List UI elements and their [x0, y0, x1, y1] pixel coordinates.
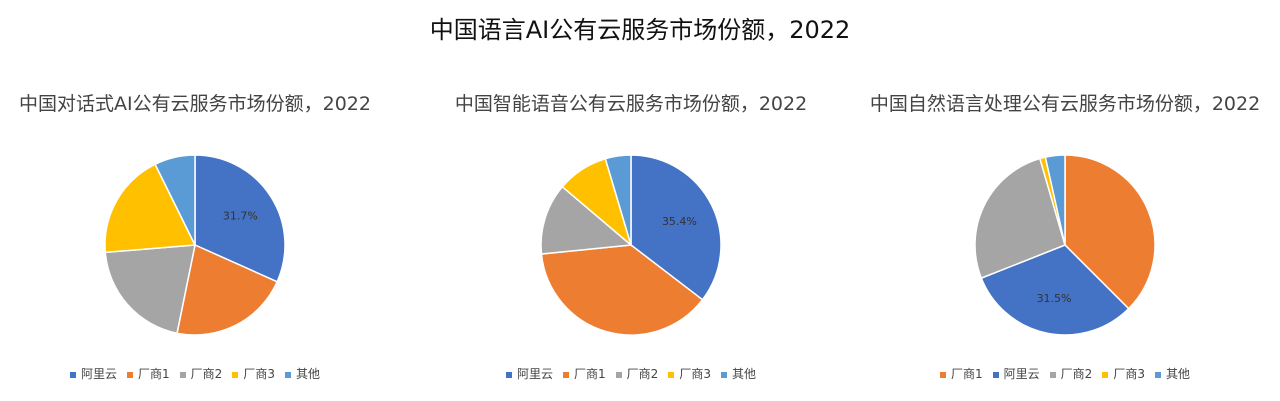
pie-slice-2: [104, 244, 196, 335]
legend-label: 厂商1: [138, 367, 170, 381]
legend-swatch: [940, 371, 947, 378]
legend-swatch: [563, 371, 570, 378]
legend-swatch: [179, 371, 186, 378]
legend-item: 阿里云: [70, 365, 117, 382]
pie-slice-1: [176, 243, 279, 336]
pie-slice-0: [630, 154, 722, 301]
legend-item: 其他: [284, 365, 320, 382]
chart-panel-speech: 中国智能语音公有云服务市场份额，2022 35.4% 阿里云 厂商1 厂商2 厂商3 其…: [421, 85, 841, 395]
pie-chart: 35.4%: [540, 154, 722, 336]
legend-label: 厂商1: [574, 367, 606, 381]
legend-label: 厂商3: [679, 367, 711, 381]
pie-chart: 31.7%: [104, 154, 286, 336]
chart-legend: 阿里云 厂商1 厂商2 厂商3 其他: [0, 365, 405, 382]
legend-label: 厂商3: [243, 367, 275, 381]
slice-data-label: 31.5%: [1037, 292, 1072, 305]
legend-label: 其他: [731, 367, 756, 381]
pie-slice-1: [980, 244, 1130, 336]
pie-slice-3: [104, 163, 197, 254]
legend-item: 厂商3: [668, 365, 711, 382]
main-title: 中国语言AI公有云服务市场份额，2022: [429, 16, 851, 44]
legend-swatch: [127, 371, 134, 378]
legend-label: 厂商1: [951, 367, 983, 381]
legend-label: 厂商2: [190, 367, 223, 381]
chart-title: 中国智能语音公有云服务市场份额，2022: [454, 93, 808, 115]
chart-title: 中国自然语言处理公有云服务市场份额，2022: [869, 93, 1261, 115]
pie-slice-4: [604, 154, 632, 246]
legend-swatch: [1102, 371, 1109, 378]
legend-swatch: [284, 371, 291, 378]
chart-panel-nlp: 中国自然语言处理公有云服务市场份额，2022 31.5% 厂商1 阿里云 厂商2 厂商…: [855, 85, 1275, 395]
pie-chart: 31.5%: [974, 154, 1156, 336]
legend-swatch: [668, 371, 675, 378]
legend-item: 厂商3: [232, 365, 275, 382]
chart-panel-conversational-ai: 中国对话式AI公有云服务市场份额，2022 31.7% 阿里云 厂商1 厂商2 厂商3…: [0, 85, 405, 395]
legend-item: 厂商3: [1102, 365, 1145, 382]
legend-swatch: [1154, 371, 1161, 378]
slice-data-label: 35.4%: [662, 215, 697, 228]
pie-slice-4: [1044, 154, 1066, 246]
legend-label: 厂商2: [1060, 367, 1093, 381]
pie-slice-0: [194, 154, 286, 283]
legend-item: 其他: [1154, 365, 1190, 382]
legend-label: 阿里云: [1003, 367, 1040, 381]
legend-swatch: [70, 371, 77, 378]
legend-item: 厂商2: [615, 365, 659, 382]
legend-swatch: [615, 371, 622, 378]
legend-label: 厂商2: [626, 367, 659, 381]
legend-swatch: [992, 371, 999, 378]
legend-swatch: [506, 371, 513, 378]
legend-item: 其他: [720, 365, 756, 382]
chart-title: 中国对话式AI公有云服务市场份额，2022: [19, 93, 371, 115]
legend-swatch: [1049, 371, 1056, 378]
legend-label: 其他: [1165, 367, 1190, 381]
pie-slice-4: [154, 154, 196, 246]
legend-item: 厂商1: [127, 365, 170, 382]
legend-label: 其他: [295, 367, 320, 381]
legend-item: 厂商1: [940, 365, 983, 382]
legend-item: 厂商1: [563, 365, 606, 382]
legend-item: 厂商2: [1049, 365, 1093, 382]
chart-legend: 阿里云 厂商1 厂商2 厂商3 其他: [421, 365, 841, 382]
pie-slice-1: [540, 244, 704, 336]
legend-swatch: [720, 371, 727, 378]
legend-label: 厂商3: [1113, 367, 1145, 381]
legend-swatch: [232, 371, 239, 378]
chart-legend: 厂商1 阿里云 厂商2 厂商3 其他: [855, 365, 1275, 382]
legend-label: 阿里云: [517, 367, 554, 381]
slice-data-label: 31.7%: [223, 210, 258, 223]
legend-item: 阿里云: [506, 365, 553, 382]
legend-label: 阿里云: [81, 367, 118, 381]
pie-slice-2: [540, 185, 633, 255]
legend-item: 厂商2: [179, 365, 223, 382]
pie-slice-0: [1064, 154, 1156, 310]
legend-item: 阿里云: [992, 365, 1040, 382]
pie-slice-2: [974, 157, 1066, 280]
